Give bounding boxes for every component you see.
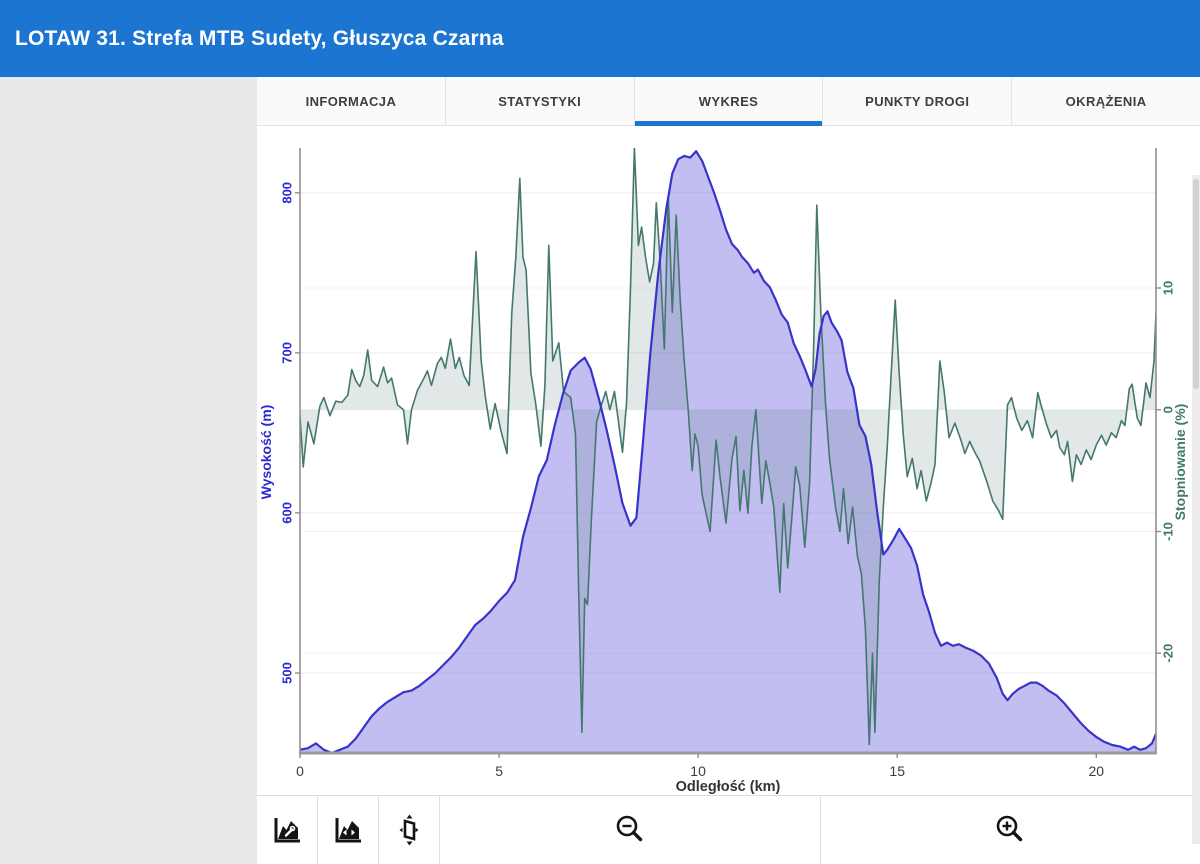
zoom-in-button[interactable]: [821, 796, 1200, 864]
x-axis-label: Odległość (km): [676, 779, 781, 795]
app-header: LOTAW 31. Strefa MTB Sudety, Głuszyca Cz…: [0, 0, 1200, 77]
scrollbar[interactable]: [1192, 175, 1200, 844]
tab-punkty-drogi[interactable]: PUNKTY DROGI: [823, 77, 1013, 125]
elevation-line: [300, 150, 1156, 753]
chart-pan-button[interactable]: [318, 796, 379, 864]
svg-text:10: 10: [1160, 281, 1175, 295]
gradient-line: [300, 148, 1156, 746]
page-title: LOTAW 31. Strefa MTB Sudety, Głuszyca Cz…: [15, 26, 504, 50]
chart-axes: [295, 148, 1161, 758]
y-axis-right-label: Stopniowanie (%): [1172, 404, 1188, 521]
svg-text:15: 15: [889, 763, 905, 779]
svg-text:-20: -20: [1160, 644, 1175, 663]
chart-area: 800 700 600 500 10 0 -10 -20 0 5 10 15 20 Wysokość (…: [257, 126, 1200, 844]
tab-informacja[interactable]: INFORMACJA: [257, 77, 446, 125]
svg-text:500: 500: [279, 662, 294, 684]
tab-bar: INFORMACJA STATYSTYKI WYKRES PUNKTY DROGI OK…: [257, 77, 1200, 126]
map-orientation-icon: [399, 814, 419, 846]
elevation-chart-pan-icon: [335, 818, 361, 843]
svg-text:-10: -10: [1160, 522, 1175, 541]
chart-style-button[interactable]: [257, 796, 318, 864]
scrollbar-thumb[interactable]: [1193, 179, 1199, 389]
svg-text:0: 0: [1160, 406, 1175, 413]
chart-tick-labels: 800 700 600 500 10 0 -10 -20 0 5 10 15 20: [279, 182, 1175, 779]
main-panel: INFORMACJA STATYSTYKI WYKRES PUNKTY DROGI OK…: [257, 77, 1200, 864]
tab-wykres[interactable]: WYKRES: [634, 77, 824, 126]
gradient-area: [300, 148, 1156, 745]
svg-text:20: 20: [1089, 763, 1105, 779]
elevation-area: [300, 151, 1156, 753]
chart-toolbar: [257, 795, 1200, 864]
svg-text:700: 700: [279, 342, 294, 364]
left-panel: [0, 77, 257, 864]
tab-statystyki[interactable]: STATYSTYKI: [446, 77, 635, 125]
svg-text:600: 600: [279, 502, 294, 524]
zoom-out-icon: [616, 815, 642, 842]
svg-text:800: 800: [279, 182, 294, 204]
elevation-chart-settings-icon: [274, 818, 300, 843]
svg-text:5: 5: [495, 763, 503, 779]
zoom-out-button[interactable]: [440, 796, 821, 864]
tab-okrazenia[interactable]: OKRĄŻENIA: [1065, 93, 1147, 109]
svg-text:10: 10: [690, 763, 706, 779]
chart-gridlines: [300, 192, 1156, 674]
map-orientation-button[interactable]: [379, 796, 440, 864]
svg-text:0: 0: [296, 763, 304, 779]
elevation-gradient-chart[interactable]: 800 700 600 500 10 0 -10 -20 0 5 10 15 20 Wysokość (…: [257, 126, 1200, 795]
zoom-in-icon: [996, 815, 1023, 842]
y-axis-left-label: Wysokość (m): [258, 405, 274, 500]
